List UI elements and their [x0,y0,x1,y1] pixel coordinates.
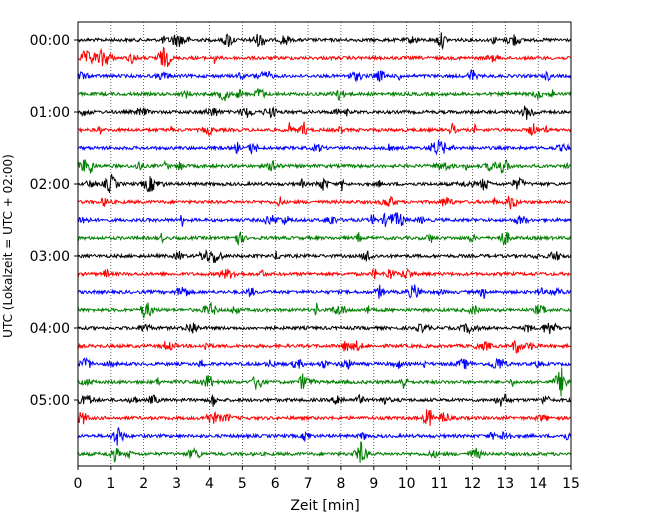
x-tick-label: 5 [238,476,247,492]
trace-line-15 [77,301,572,319]
y-tick-label: 01:00 [30,105,70,121]
y-tick-label: 04:00 [30,321,70,337]
x-tick-label: 0 [74,476,83,492]
y-tick-label: 03:00 [30,249,70,265]
x-tick-label: 11 [431,476,449,492]
trace-line-14 [77,284,572,299]
trace-line-0 [77,32,572,51]
trace-line-2 [77,69,572,83]
trace-line-5 [78,121,572,137]
x-tick-label: 6 [271,476,280,492]
trace-line-6 [77,139,571,156]
trace-line-10 [77,212,572,227]
x-tick-label: 1 [106,476,115,492]
x-tick-label: 10 [398,476,416,492]
x-tick-label: 8 [336,476,345,492]
trace-line-16 [77,322,572,335]
plot-frame [77,21,572,467]
y-axis-label: UTC (Lokalzeit = UTC + 02:00) [1,154,15,338]
x-tick-label: 14 [529,476,547,492]
trace-line-18 [77,356,572,371]
trace-line-1 [77,46,571,68]
trace-line-7 [77,158,572,174]
trace-line-12 [77,249,572,264]
x-tick-label: 12 [463,476,481,492]
y-tick-label: 05:00 [30,393,70,409]
x-tick-label: 13 [496,476,514,492]
trace-line-13 [77,267,572,280]
trace-line-23 [77,441,572,463]
grid-lines [110,22,539,466]
trace-line-19 [77,367,572,397]
x-tick-label: 7 [304,476,313,492]
trace-line-11 [77,231,572,246]
y-tick-label: 02:00 [30,177,70,193]
y-tick-label: 00:00 [30,33,70,49]
trace-line-9 [77,195,571,210]
x-tick-label: 9 [369,476,378,492]
trace-line-3 [77,87,572,102]
x-tick-label: 2 [139,476,148,492]
trace-line-4 [77,105,572,120]
x-tick-label: 15 [562,476,580,492]
trace-line-21 [77,409,571,427]
x-tick-label: 3 [172,476,181,492]
seismic-traces [77,32,572,463]
trace-line-22 [77,426,572,446]
trace-line-20 [77,393,572,407]
trace-line-17 [77,339,571,354]
x-axis-ticks: 0 1 2 3 4 5 6 7 8 9 10 11 12 13 14 15 [74,466,580,492]
x-axis-label: Zeit [min] [290,498,359,514]
x-tick-label: 4 [205,476,214,492]
y-axis-ticks: 00:00 01:00 02:00 03:00 04:00 05:00 [30,33,78,409]
trace-line-8 [77,174,572,193]
